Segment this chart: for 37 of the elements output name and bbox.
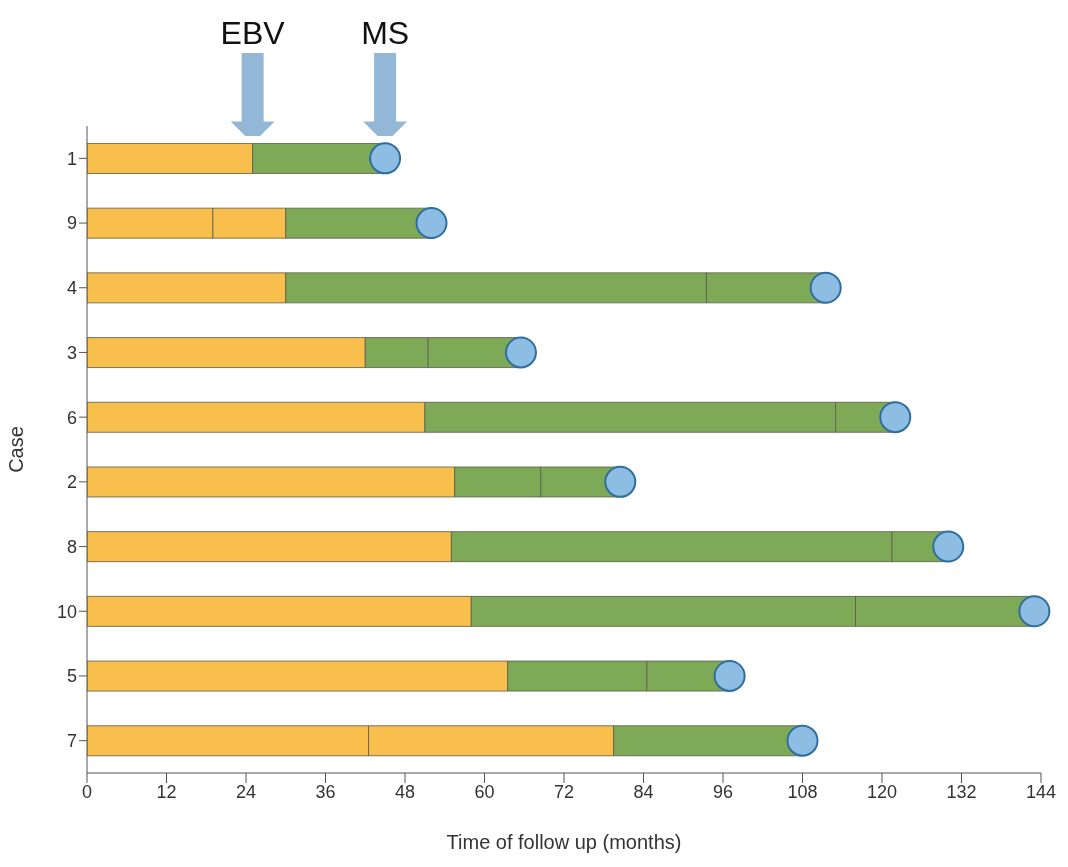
y-tick-label: 5 xyxy=(66,666,77,687)
y-tick-label: 10 xyxy=(56,601,77,622)
x-tick-label: 144 xyxy=(1025,781,1057,802)
text: MS xyxy=(361,15,410,51)
point xyxy=(809,271,842,304)
y-axis-title: Case xyxy=(5,426,28,473)
point xyxy=(415,207,448,240)
point xyxy=(932,530,965,563)
point xyxy=(504,336,537,369)
x-tick-label: 120 xyxy=(866,781,898,802)
x-tick-label: 96 xyxy=(712,781,734,802)
x-tick-label: 72 xyxy=(553,781,575,802)
text: EBV xyxy=(220,15,286,51)
y-tick-label: 6 xyxy=(66,407,77,428)
x-tick-label: 108 xyxy=(787,781,818,802)
y-tick-label: 1 xyxy=(66,148,77,169)
y-tick-label: 4 xyxy=(66,278,77,299)
point xyxy=(879,401,912,434)
x-tick-label: 0 xyxy=(81,781,93,802)
x-tick-label: 24 xyxy=(235,781,257,802)
point xyxy=(369,142,402,175)
x-tick-label: 12 xyxy=(156,781,177,802)
y-tick-label: 9 xyxy=(66,213,77,234)
y-tick-label: 8 xyxy=(66,536,77,557)
x-tick-label: 84 xyxy=(633,781,654,802)
y-tick-label: 2 xyxy=(66,472,77,493)
point xyxy=(786,724,819,757)
point xyxy=(713,659,746,692)
x-axis-title: Time of follow up (months) xyxy=(446,831,682,853)
point xyxy=(604,465,637,498)
x-tick-label: 60 xyxy=(474,781,495,802)
y-tick-label: 7 xyxy=(66,731,77,752)
x-tick-label: 36 xyxy=(315,781,336,802)
x-tick-label: 48 xyxy=(394,781,416,802)
y-tick-label: 3 xyxy=(66,342,77,363)
x-tick-label: 132 xyxy=(946,781,977,802)
point xyxy=(1018,595,1051,628)
